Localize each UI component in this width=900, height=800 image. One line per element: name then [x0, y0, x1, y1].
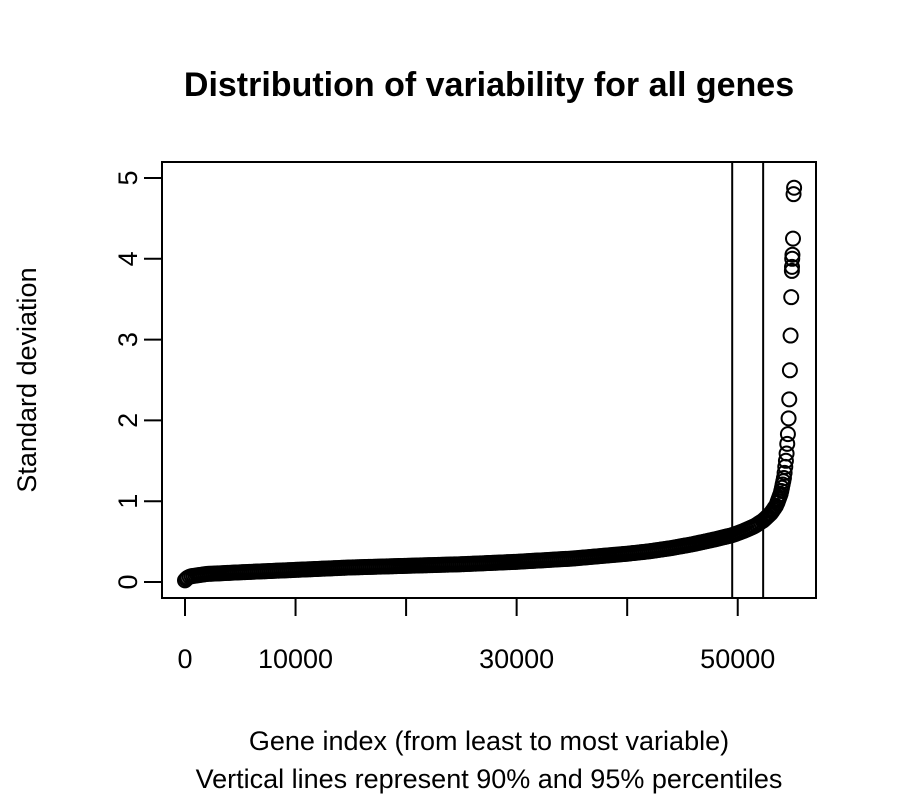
data-point [775, 470, 792, 487]
x-axis: 0 10000 30000 50000 [177, 597, 775, 674]
percentile-lines [731, 162, 765, 598]
data-point [779, 435, 796, 452]
y-tick-label: 3 [113, 332, 143, 347]
y-axis: 0 1 2 3 4 5 [113, 170, 163, 590]
data-point [783, 289, 800, 306]
data-point [781, 391, 798, 408]
y-axis-label: Standard deviation [12, 267, 42, 492]
data-point [781, 362, 798, 379]
x-tick-label: 0 [177, 644, 192, 674]
data-point [785, 186, 802, 203]
data-point [785, 230, 801, 247]
data-point [784, 258, 801, 275]
data-point [784, 246, 801, 263]
y-tick-label: 2 [113, 413, 143, 428]
x-axis-sublabel: Vertical lines represent 90% and 95% per… [196, 764, 783, 794]
data-point [786, 179, 803, 196]
y-tick-label: 1 [113, 494, 143, 509]
x-tick-label: 50000 [700, 644, 775, 674]
data-point [777, 452, 794, 469]
x-tick-label: 30000 [479, 644, 554, 674]
data-point [780, 410, 797, 427]
chart-title: Distribution of variability for all gene… [184, 66, 794, 104]
y-tick-label: 4 [113, 251, 143, 266]
data-points [177, 179, 803, 589]
data-point [776, 464, 793, 481]
x-axis-label: Gene index (from least to most variable) [249, 726, 729, 756]
x-tick-label: 10000 [258, 644, 333, 674]
data-point [782, 327, 799, 344]
data-point [779, 426, 796, 443]
y-tick-label: 5 [113, 170, 143, 185]
data-point [778, 445, 795, 462]
y-tick-label: 0 [113, 574, 143, 589]
